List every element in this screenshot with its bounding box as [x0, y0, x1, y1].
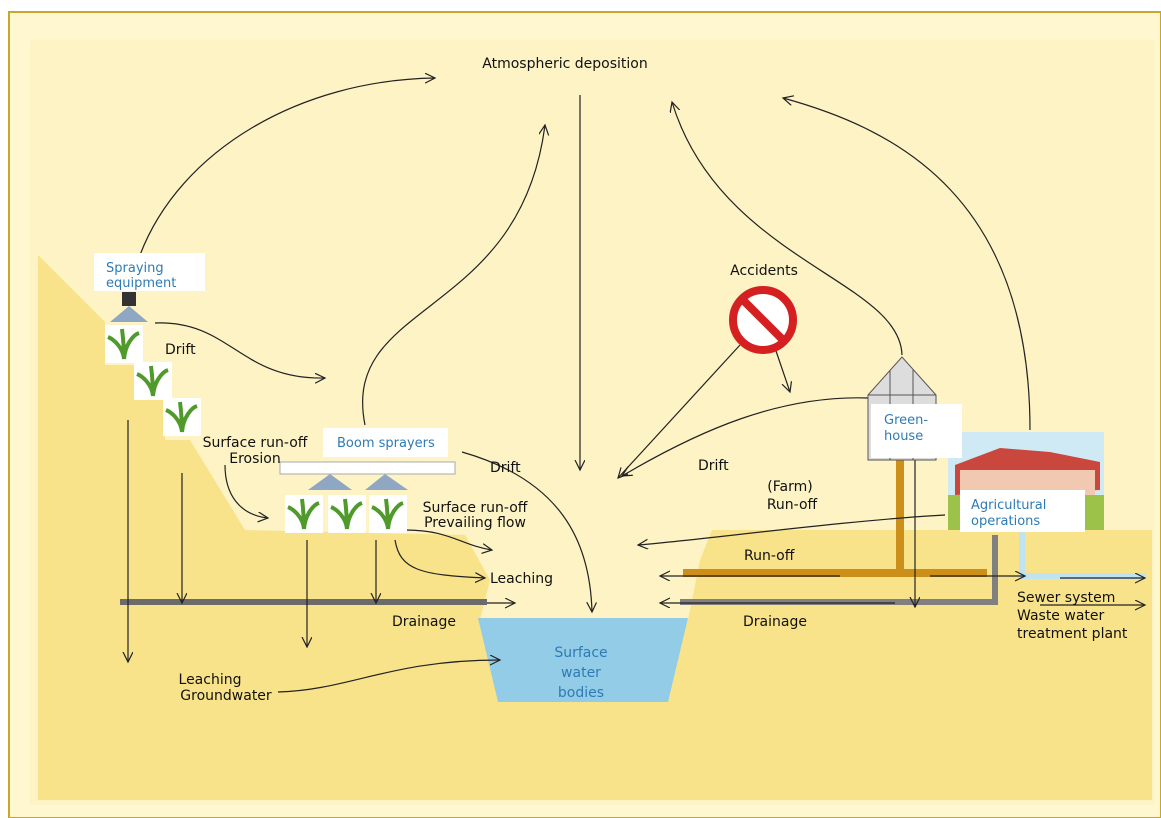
drainage-label: Drainage [743, 614, 807, 630]
runoff-label: Run-off [744, 548, 795, 564]
atmospheric-deposition: Atmospheric deposition [482, 56, 647, 72]
greenhouse-label: house [884, 429, 923, 444]
drift-label: Drift [698, 458, 729, 474]
boom-sprayers: Boom sprayers [337, 436, 435, 451]
leaching-label: Leaching [179, 672, 242, 688]
sewer-label: treatment plant [1017, 626, 1128, 642]
groundwater-label: Groundwater [180, 688, 272, 704]
greenhouse-label: Green- [884, 413, 928, 428]
drift-label: Drift [490, 460, 521, 476]
drift-label: Drift [165, 342, 196, 358]
surface-runoff: Surface run-off [423, 500, 528, 516]
sewer-label: Sewer system [1017, 590, 1115, 606]
diagram: Atmospheric deposition Spraying equipmen… [0, 0, 1161, 818]
erosion: Erosion [229, 451, 280, 467]
accidents-label: Accidents [730, 263, 798, 279]
leaching-label: Leaching [490, 571, 553, 587]
sewer-label: Waste water [1017, 608, 1105, 624]
spraying-equipment: Spraying [106, 261, 164, 276]
surface-runoff: Surface run-off [203, 435, 308, 451]
prevailing-flow: Prevailing flow [424, 515, 526, 531]
agricultural-label: operations [971, 514, 1040, 529]
water-label: bodies [558, 685, 604, 701]
no-sign [733, 290, 793, 350]
farm-runoff: (Farm) [767, 479, 812, 495]
water-label: Surface [554, 645, 607, 661]
agricultural-label: Agricultural [971, 498, 1046, 513]
water-label: water [561, 665, 601, 681]
spraying-equipment: equipment [106, 276, 176, 291]
drainage-label: Drainage [392, 614, 456, 630]
farm-runoff: Run-off [767, 497, 818, 513]
